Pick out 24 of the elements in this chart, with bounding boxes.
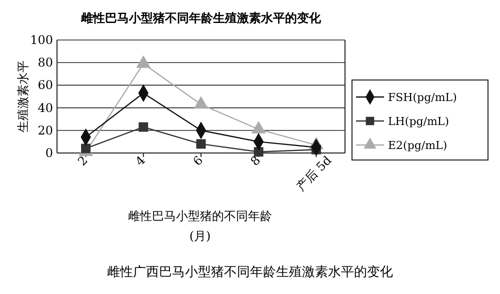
point bbox=[138, 122, 148, 132]
y-tick-label: 40 bbox=[38, 100, 53, 115]
y-tick-label: 100 bbox=[30, 33, 53, 47]
legend-label: FSH(pg/mL) bbox=[388, 91, 457, 104]
legend-label: E2(pg/mL) bbox=[388, 139, 448, 152]
point bbox=[194, 96, 208, 109]
y-axis-title: 生殖激素水平 bbox=[16, 60, 30, 132]
x-tick-label: 4 bbox=[132, 152, 148, 169]
y-tick-label: 60 bbox=[38, 78, 53, 92]
y-tick-label: 20 bbox=[38, 123, 53, 138]
point bbox=[196, 139, 206, 149]
chart-title: 雌性巴马小型猪不同年龄生殖激素水平的变化 bbox=[80, 11, 322, 25]
x-axis-title: 雌性巴马小型猪的不同年龄 (月) bbox=[128, 209, 272, 243]
point bbox=[81, 144, 91, 154]
legend-label: LH(pg/mL) bbox=[388, 115, 450, 128]
x-tick-label: 2 bbox=[75, 153, 90, 169]
y-tick-label: 0 bbox=[45, 146, 53, 160]
x-tick-label: 6 bbox=[190, 153, 206, 169]
x-tick-label: 产后 5d bbox=[294, 153, 334, 194]
point bbox=[254, 147, 264, 157]
x-tick-label: 8 bbox=[248, 153, 264, 169]
text: 雌性广西巴马小型猪不同年龄生殖激素水平的变化 bbox=[107, 265, 393, 280]
point bbox=[136, 55, 151, 68]
y-tick-label: 80 bbox=[38, 56, 53, 70]
